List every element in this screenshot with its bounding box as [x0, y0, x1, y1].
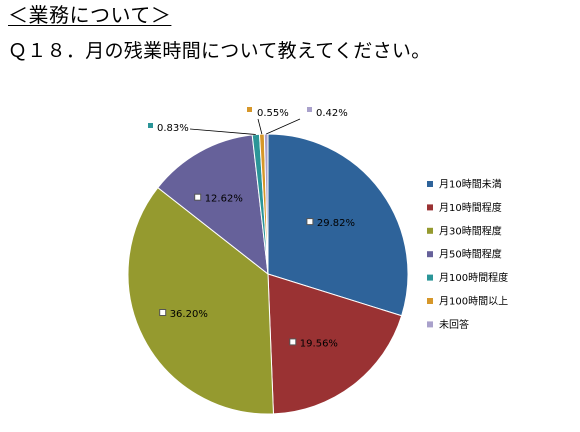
- section-heading: ＜業務について＞: [8, 3, 172, 27]
- pie-slice: [267, 133, 409, 317]
- legend-swatch: [427, 298, 433, 304]
- legend-label: 月10時間未満: [439, 179, 502, 191]
- question-title: Ｑ１８．月の残業時間について教えてください。: [8, 40, 431, 62]
- legend-label: 月100時間以上: [439, 296, 508, 308]
- pie-slice: [157, 134, 269, 276]
- label-marker: [306, 218, 314, 226]
- data-label: 0.55%: [257, 108, 289, 119]
- legend-swatch: [427, 204, 433, 211]
- legend-label: 月50時間程度: [439, 248, 502, 261]
- legend-swatch: [427, 227, 433, 234]
- legend-label: 月10時間程度: [439, 201, 502, 214]
- legend-swatch: [427, 181, 433, 187]
- label-marker: [247, 107, 252, 112]
- leader-line: [189, 128, 256, 135]
- data-label: 36.20%: [170, 309, 208, 320]
- label-marker: [148, 123, 153, 128]
- data-label: 29.82%: [317, 218, 355, 229]
- pie-slice: [263, 133, 269, 275]
- legend-swatch: [427, 274, 433, 281]
- label-marker: [159, 309, 167, 316]
- data-label: 12.62%: [205, 194, 243, 205]
- label-marker: [307, 107, 312, 112]
- legend-label: 未回答: [439, 318, 469, 331]
- leader-line: [266, 118, 301, 135]
- leader-line: [257, 118, 263, 135]
- label-marker: [289, 338, 297, 346]
- legend-swatch: [427, 321, 433, 328]
- pie-slice: [267, 273, 403, 415]
- data-label: 0.83%: [157, 123, 189, 134]
- legend-swatch: [427, 251, 433, 258]
- label-marker: [194, 193, 202, 201]
- data-label: 19.56%: [300, 338, 338, 349]
- legend-label: 月30時間程度: [439, 224, 502, 237]
- data-label: 0.42%: [316, 108, 348, 119]
- legend-label: 月100時間程度: [439, 271, 508, 284]
- pie-slice: [127, 186, 274, 415]
